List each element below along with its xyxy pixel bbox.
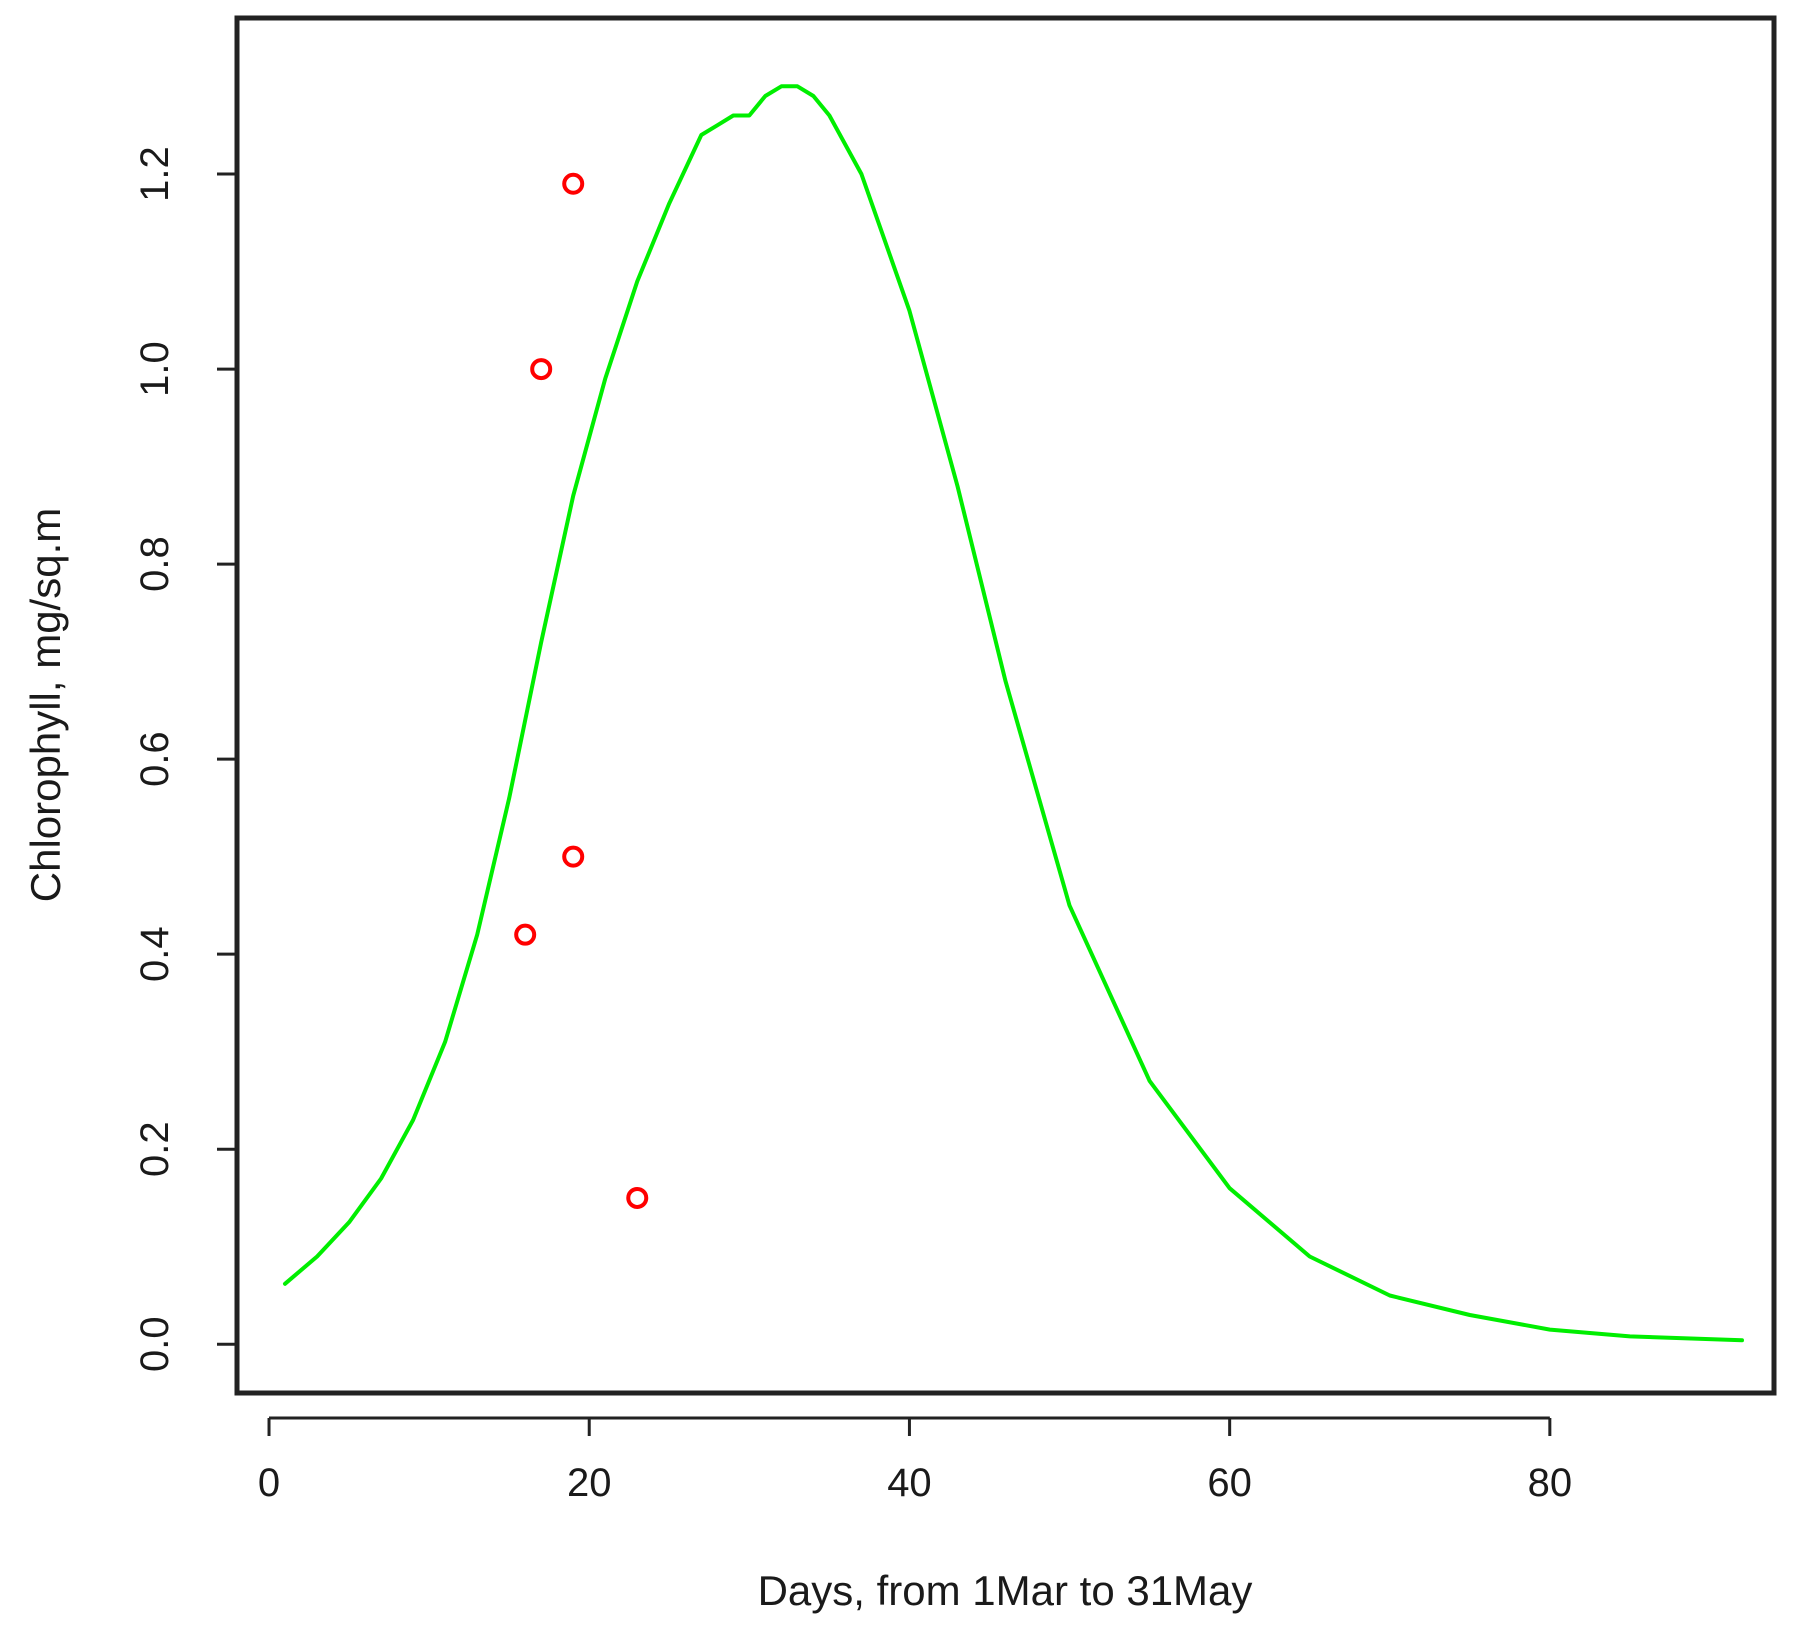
x-axis-title: Days, from 1Mar to 31May (758, 1567, 1253, 1614)
y-tick-label: 0.4 (133, 926, 177, 982)
y-tick-label: 0.8 (133, 536, 177, 592)
observation-point (514, 923, 537, 946)
plot-area (283, 84, 1744, 1343)
y-tick-label: 0.0 (133, 1316, 177, 1372)
x-axis: 0 20 40 60 80 (258, 1416, 1573, 1505)
y-axis-title: Chlorophyll, mg/sq.m (22, 508, 69, 902)
y-tick-label: 1.2 (133, 146, 177, 202)
plot-frame (234, 15, 1777, 1396)
observation-point (530, 358, 553, 381)
model-curve (283, 84, 1744, 1343)
y-tick-label: 0.6 (133, 731, 177, 787)
x-tick-label: 0 (258, 1461, 280, 1505)
observation-point (562, 845, 585, 868)
observation-point (562, 172, 585, 195)
x-tick-label: 80 (1528, 1461, 1573, 1505)
x-tick-label: 60 (1207, 1461, 1252, 1505)
observation-point (626, 1186, 649, 1209)
y-tick-label: 1.0 (133, 341, 177, 397)
y-tick-label: 0.2 (133, 1121, 177, 1177)
x-tick-label: 20 (567, 1461, 612, 1505)
y-axis: 0.0 0.2 0.4 0.6 0.8 1.0 1.2 (133, 146, 237, 1372)
x-tick-label: 40 (887, 1461, 932, 1505)
